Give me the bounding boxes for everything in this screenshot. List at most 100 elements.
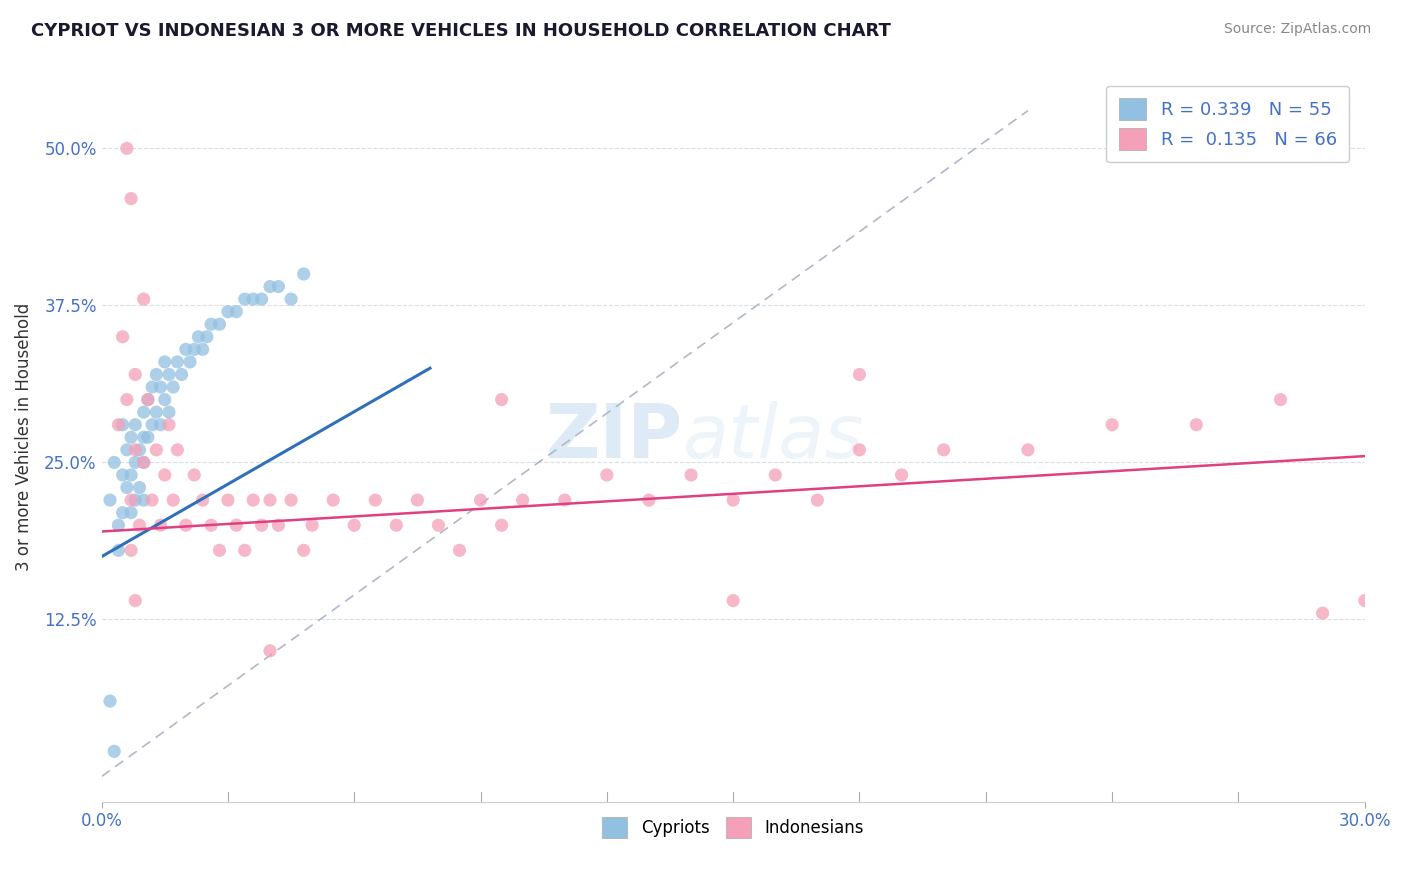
Point	[1270, 392, 1292, 407]
Point	[890, 467, 912, 482]
Point	[124, 368, 146, 382]
Point	[115, 392, 138, 407]
Text: ZIP: ZIP	[546, 401, 683, 474]
Point	[217, 304, 239, 318]
Point	[470, 493, 492, 508]
Point	[721, 493, 744, 508]
Point	[721, 593, 744, 607]
Point	[1017, 442, 1039, 457]
Point	[132, 405, 155, 419]
Point	[259, 279, 281, 293]
Point	[292, 267, 315, 281]
Point	[120, 467, 142, 482]
Point	[1354, 593, 1376, 607]
Point	[491, 518, 513, 533]
Point	[157, 417, 180, 432]
Point	[128, 481, 150, 495]
Point	[120, 192, 142, 206]
Point	[191, 493, 214, 508]
Point	[157, 368, 180, 382]
Point	[848, 368, 870, 382]
Point	[848, 442, 870, 457]
Point	[98, 493, 121, 508]
Point	[187, 330, 209, 344]
Point	[132, 455, 155, 469]
Point	[128, 518, 150, 533]
Point	[111, 506, 134, 520]
Point	[107, 543, 129, 558]
Point	[200, 317, 222, 331]
Point	[512, 493, 534, 508]
Point	[145, 368, 167, 382]
Text: atlas: atlas	[683, 401, 865, 474]
Point	[267, 518, 290, 533]
Point	[250, 292, 273, 306]
Point	[406, 493, 429, 508]
Point	[183, 467, 205, 482]
Point	[145, 405, 167, 419]
Point	[225, 304, 247, 318]
Point	[124, 455, 146, 469]
Point	[200, 518, 222, 533]
Point	[217, 493, 239, 508]
Point	[292, 543, 315, 558]
Point	[120, 506, 142, 520]
Point	[120, 430, 142, 444]
Point	[491, 392, 513, 407]
Point	[259, 644, 281, 658]
Point	[242, 292, 264, 306]
Point	[107, 417, 129, 432]
Point	[128, 442, 150, 457]
Point	[166, 442, 188, 457]
Point	[141, 380, 163, 394]
Point	[136, 392, 159, 407]
Point	[141, 493, 163, 508]
Point	[301, 518, 323, 533]
Point	[153, 355, 176, 369]
Point	[233, 292, 256, 306]
Point	[225, 518, 247, 533]
Point	[107, 518, 129, 533]
Point	[136, 430, 159, 444]
Point	[1101, 417, 1123, 432]
Point	[250, 518, 273, 533]
Point	[427, 518, 450, 533]
Legend: Cypriots, Indonesians: Cypriots, Indonesians	[596, 811, 870, 844]
Point	[280, 292, 302, 306]
Point	[132, 430, 155, 444]
Point	[111, 417, 134, 432]
Point	[233, 543, 256, 558]
Point	[111, 330, 134, 344]
Point	[103, 744, 125, 758]
Point	[162, 380, 184, 394]
Point	[136, 392, 159, 407]
Point	[322, 493, 344, 508]
Point	[267, 279, 290, 293]
Point	[132, 493, 155, 508]
Point	[208, 543, 231, 558]
Point	[162, 493, 184, 508]
Point	[932, 442, 955, 457]
Y-axis label: 3 or more Vehicles in Household: 3 or more Vehicles in Household	[15, 303, 32, 572]
Point	[681, 467, 703, 482]
Point	[157, 405, 180, 419]
Point	[179, 355, 201, 369]
Point	[596, 467, 619, 482]
Point	[145, 442, 167, 457]
Point	[124, 593, 146, 607]
Point	[170, 368, 193, 382]
Point	[120, 543, 142, 558]
Point	[763, 467, 786, 482]
Point	[149, 417, 172, 432]
Point	[153, 467, 176, 482]
Point	[153, 392, 176, 407]
Point	[449, 543, 471, 558]
Point	[1185, 417, 1208, 432]
Point	[103, 455, 125, 469]
Point	[149, 380, 172, 394]
Point	[183, 343, 205, 357]
Point	[806, 493, 828, 508]
Text: Source: ZipAtlas.com: Source: ZipAtlas.com	[1223, 22, 1371, 37]
Point	[98, 694, 121, 708]
Point	[259, 493, 281, 508]
